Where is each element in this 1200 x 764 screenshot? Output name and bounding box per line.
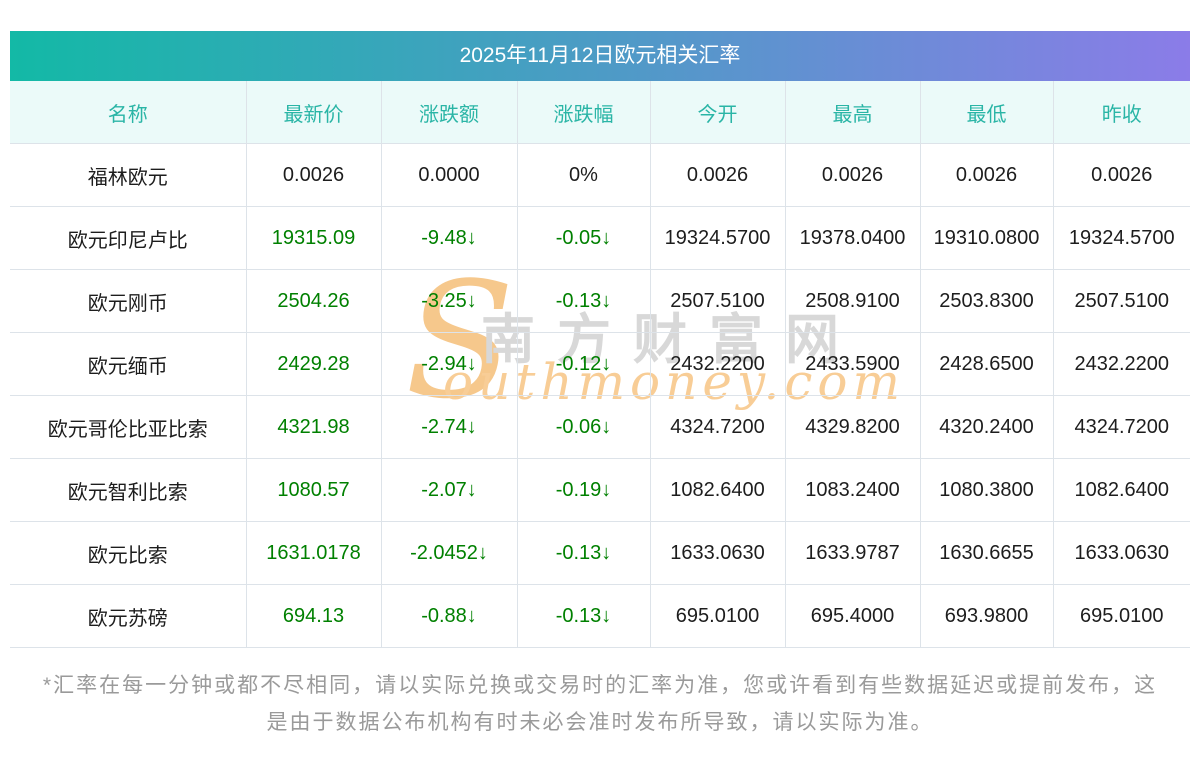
pair-name: 欧元哥伦比亚比索 — [10, 395, 247, 459]
prev-close-price: 4324.7200 — [1053, 395, 1190, 459]
low-price: 693.9800 — [920, 584, 1054, 648]
column-header-name: 名称 — [10, 81, 247, 144]
change-amount: -2.0452↓ — [381, 521, 518, 585]
high-price: 1083.2400 — [785, 458, 921, 522]
high-price: 4329.8200 — [785, 395, 921, 459]
high-price: 695.4000 — [785, 584, 921, 648]
table-title-bar: 2025年11月12日欧元相关汇率 — [10, 31, 1190, 81]
open-price: 2432.2200 — [650, 332, 786, 396]
column-header-change-pct: 涨跌幅 — [517, 81, 651, 144]
low-price: 19310.0800 — [920, 206, 1054, 270]
table-row: 福林欧元 0.0026 0.0000 0% 0.0026 0.0026 0.00… — [10, 143, 1190, 207]
change-percent: -0.12↓ — [517, 332, 651, 396]
prev-close-price: 695.0100 — [1053, 584, 1190, 648]
low-price: 1080.3800 — [920, 458, 1054, 522]
change-amount: -2.74↓ — [381, 395, 518, 459]
latest-price: 2429.28 — [246, 332, 382, 396]
open-price: 2507.5100 — [650, 269, 786, 333]
low-price: 1630.6655 — [920, 521, 1054, 585]
change-amount: -9.48↓ — [381, 206, 518, 270]
change-amount: -2.07↓ — [381, 458, 518, 522]
table-row: 欧元苏磅 694.13 -0.88↓ -0.13↓ 695.0100 695.4… — [10, 584, 1190, 648]
table-row: 欧元哥伦比亚比索 4321.98 -2.74↓ -0.06↓ 4324.7200… — [10, 395, 1190, 459]
change-amount: 0.0000 — [381, 143, 518, 207]
column-header-low: 最低 — [920, 81, 1054, 144]
open-price: 4324.7200 — [650, 395, 786, 459]
table-row: 欧元缅币 2429.28 -2.94↓ -0.12↓ 2432.2200 243… — [10, 332, 1190, 396]
pair-name: 欧元刚币 — [10, 269, 247, 333]
header-row: 名称 最新价 涨跌额 涨跌幅 今开 最高 最低 昨收 — [10, 81, 1190, 144]
high-price: 2508.9100 — [785, 269, 921, 333]
table-row: 欧元刚币 2504.26 -3.25↓ -0.13↓ 2507.5100 250… — [10, 269, 1190, 333]
pair-name: 欧元印尼卢比 — [10, 206, 247, 270]
change-percent: -0.13↓ — [517, 584, 651, 648]
disclaimer: *汇率在每一分钟或都不尽相同，请以实际兑换或交易时的汇率为准，您或许看到有些数据… — [0, 667, 1200, 741]
change-percent: -0.19↓ — [517, 458, 651, 522]
column-header-high: 最高 — [785, 81, 921, 144]
column-header-prev-close: 昨收 — [1053, 81, 1190, 144]
prev-close-price: 0.0026 — [1053, 143, 1190, 207]
pair-name: 福林欧元 — [10, 143, 247, 207]
latest-price: 0.0026 — [246, 143, 382, 207]
low-price: 4320.2400 — [920, 395, 1054, 459]
latest-price: 694.13 — [246, 584, 382, 648]
low-price: 2428.6500 — [920, 332, 1054, 396]
table-row: 欧元智利比索 1080.57 -2.07↓ -0.19↓ 1082.6400 1… — [10, 458, 1190, 522]
latest-price: 1080.57 — [246, 458, 382, 522]
latest-price: 4321.98 — [246, 395, 382, 459]
pair-name: 欧元智利比索 — [10, 458, 247, 522]
column-header-change: 涨跌额 — [381, 81, 518, 144]
rates-table: 名称 最新价 涨跌额 涨跌幅 今开 最高 最低 昨收 福林欧元 0.0026 0… — [10, 81, 1190, 648]
prev-close-price: 1633.0630 — [1053, 521, 1190, 585]
prev-close-price: 2432.2200 — [1053, 332, 1190, 396]
table-row: 欧元印尼卢比 19315.09 -9.48↓ -0.05↓ 19324.5700… — [10, 206, 1190, 270]
change-percent: -0.13↓ — [517, 521, 651, 585]
rates-table-container: S 南方财富网 outhmoney.com 2025年11月12日欧元相关汇率 … — [10, 31, 1190, 648]
pair-name: 欧元比索 — [10, 521, 247, 585]
open-price: 695.0100 — [650, 584, 786, 648]
page-title: 2025年11月12日欧元相关汇率 — [459, 44, 741, 67]
open-price: 0.0026 — [650, 143, 786, 207]
high-price: 2433.5900 — [785, 332, 921, 396]
table-row: 欧元比索 1631.0178 -2.0452↓ -0.13↓ 1633.0630… — [10, 521, 1190, 585]
high-price: 1633.9787 — [785, 521, 921, 585]
change-percent: -0.06↓ — [517, 395, 651, 459]
high-price: 19378.0400 — [785, 206, 921, 270]
high-price: 0.0026 — [785, 143, 921, 207]
open-price: 19324.5700 — [650, 206, 786, 270]
change-percent: 0% — [517, 143, 651, 207]
change-percent: -0.13↓ — [517, 269, 651, 333]
change-amount: -3.25↓ — [381, 269, 518, 333]
prev-close-price: 1082.6400 — [1053, 458, 1190, 522]
prev-close-price: 2507.5100 — [1053, 269, 1190, 333]
latest-price: 19315.09 — [246, 206, 382, 270]
change-amount: -2.94↓ — [381, 332, 518, 396]
disclaimer-line-1: *汇率在每一分钟或都不尽相同，请以实际兑换或交易时的汇率为准，您或许看到有些数据… — [42, 674, 1158, 697]
latest-price: 2504.26 — [246, 269, 382, 333]
pair-name: 欧元缅币 — [10, 332, 247, 396]
column-header-open: 今开 — [650, 81, 786, 144]
open-price: 1633.0630 — [650, 521, 786, 585]
open-price: 1082.6400 — [650, 458, 786, 522]
disclaimer-line-2: 是由于数据公布机构有时未必会准时发布所导致，请以实际为准。 — [266, 711, 934, 734]
low-price: 0.0026 — [920, 143, 1054, 207]
change-amount: -0.88↓ — [381, 584, 518, 648]
column-header-latest: 最新价 — [246, 81, 382, 144]
prev-close-price: 19324.5700 — [1053, 206, 1190, 270]
pair-name: 欧元苏磅 — [10, 584, 247, 648]
change-percent: -0.05↓ — [517, 206, 651, 270]
low-price: 2503.8300 — [920, 269, 1054, 333]
latest-price: 1631.0178 — [246, 521, 382, 585]
